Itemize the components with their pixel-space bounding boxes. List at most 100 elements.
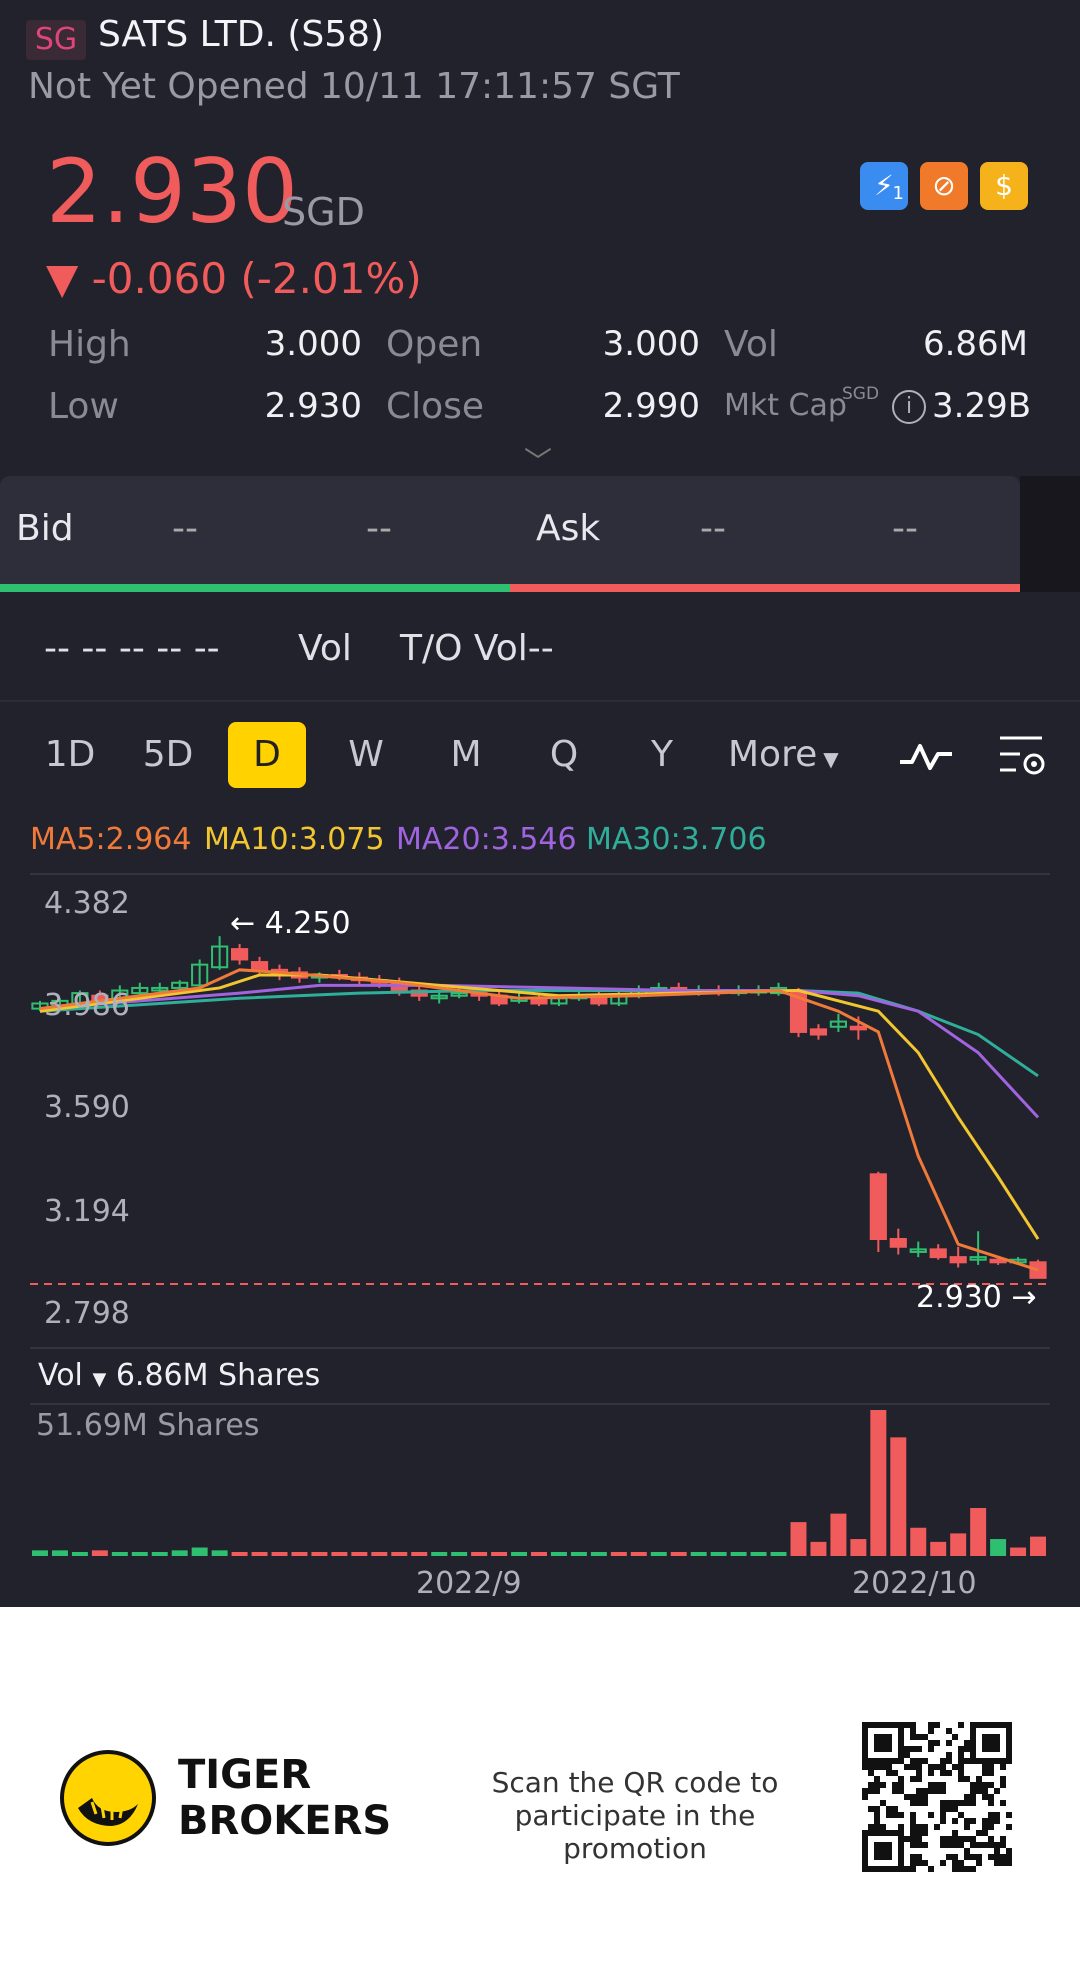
qr-module: [898, 1782, 904, 1788]
qr-module: [1000, 1764, 1006, 1770]
x-label-sep: 2022/9: [416, 1566, 522, 1601]
qr-module: [940, 1860, 946, 1866]
qr-module: [862, 1794, 868, 1800]
high-marker: ← 4.250: [230, 906, 351, 941]
qr-module: [946, 1740, 952, 1746]
qr-module: [892, 1788, 898, 1794]
qr-code[interactable]: [858, 1718, 1016, 1876]
qr-module: [928, 1764, 934, 1770]
candle-body: [869, 1173, 887, 1241]
qr-module: [988, 1800, 994, 1806]
volume-bar: [970, 1507, 987, 1556]
qr-module: [994, 1812, 1000, 1818]
vol-selector[interactable]: Vol ▼ 6.86M Shares: [38, 1358, 321, 1393]
qr-module: [904, 1866, 910, 1872]
qr-module: [922, 1734, 928, 1740]
qr-module: [916, 1734, 922, 1740]
tab-quarterly[interactable]: Q: [549, 734, 579, 775]
candle-body: [171, 981, 189, 989]
qr-module: [898, 1812, 904, 1818]
volume-bar: [650, 1552, 667, 1556]
qr-module: [916, 1776, 922, 1782]
volume-bar: [930, 1541, 947, 1556]
qr-module: [910, 1734, 916, 1740]
qr-module: [934, 1740, 940, 1746]
tab-more[interactable]: More ▼: [728, 734, 839, 775]
tab-5d[interactable]: 5D: [142, 734, 194, 775]
qr-module: [964, 1854, 970, 1860]
promo-text: Scan the QR code to participate in the p…: [491, 1766, 779, 1865]
candle-body: [949, 1256, 967, 1264]
chevron-down-icon[interactable]: ﹀: [524, 445, 553, 478]
vol-max-label: 51.69M Shares: [36, 1408, 260, 1443]
qr-module: [880, 1824, 886, 1830]
tab-yearly[interactable]: Y: [651, 734, 673, 775]
qr-module: [970, 1818, 976, 1824]
volume-bar: [550, 1552, 567, 1556]
tab-monthly[interactable]: M: [450, 734, 482, 775]
chart-circle-icon[interactable]: ⊘: [920, 162, 968, 210]
qr-module: [946, 1836, 952, 1842]
qr-module: [958, 1776, 964, 1782]
caret-down-icon: ▼: [823, 747, 839, 771]
open-label: Open: [386, 324, 483, 365]
qr-module: [952, 1734, 958, 1740]
volume-bar: [750, 1552, 767, 1556]
lightning-icon[interactable]: ⚡ 1: [860, 162, 908, 210]
ma20-line: [39, 983, 1040, 1119]
volume-bar: [990, 1539, 1007, 1556]
qr-module: [988, 1770, 994, 1776]
qr-module: [904, 1722, 910, 1728]
qr-module: [934, 1824, 940, 1830]
qr-module: [934, 1788, 940, 1794]
qr-module: [946, 1728, 952, 1734]
volume-bar: [91, 1550, 108, 1556]
candle-body: [889, 1238, 907, 1248]
dollar-icon[interactable]: $: [980, 162, 1028, 210]
qr-module: [958, 1800, 964, 1806]
qr-module: [958, 1866, 964, 1872]
qr-module: [868, 1782, 874, 1788]
qr-module: [928, 1788, 934, 1794]
volume-bar: [670, 1552, 687, 1556]
qr-module: [958, 1722, 964, 1728]
tab-weekly[interactable]: W: [348, 734, 384, 775]
volume-bar: [511, 1552, 528, 1556]
candle-body: [151, 986, 169, 992]
qr-module: [928, 1770, 934, 1776]
qr-module: [970, 1794, 976, 1800]
indicator-icon[interactable]: [898, 738, 954, 778]
qr-module: [982, 1818, 988, 1824]
qr-module: [916, 1770, 922, 1776]
qr-module: [964, 1758, 970, 1764]
qr-module: [922, 1824, 928, 1830]
qr-module: [952, 1860, 958, 1866]
volume-bar: [790, 1522, 807, 1556]
qr-module: [886, 1812, 892, 1818]
open-value: 3.000: [602, 324, 700, 364]
qr-module: [910, 1800, 916, 1806]
bid-label: Bid: [16, 508, 74, 549]
qr-module: [988, 1812, 994, 1818]
qr-module: [1000, 1800, 1006, 1806]
candlestick-chart[interactable]: [0, 872, 1080, 1607]
qr-module: [946, 1770, 952, 1776]
qr-module: [940, 1788, 946, 1794]
qr-module: [904, 1764, 910, 1770]
ask-label: Ask: [536, 508, 601, 549]
qr-module: [964, 1866, 970, 1872]
tab-daily[interactable]: D: [228, 722, 306, 788]
qr-module: [898, 1824, 904, 1830]
qr-module: [874, 1842, 892, 1860]
y-label-3: 3.590: [44, 1090, 130, 1125]
qr-module: [874, 1776, 880, 1782]
qr-module: [982, 1782, 988, 1788]
candle-body: [250, 961, 269, 971]
qr-module: [874, 1818, 880, 1824]
tab-1d[interactable]: 1D: [44, 734, 96, 775]
chart-settings-icon[interactable]: [998, 732, 1048, 782]
qr-module: [940, 1836, 946, 1842]
info-icon[interactable]: i: [892, 390, 926, 424]
qr-module: [970, 1800, 976, 1806]
qr-module: [940, 1782, 946, 1788]
